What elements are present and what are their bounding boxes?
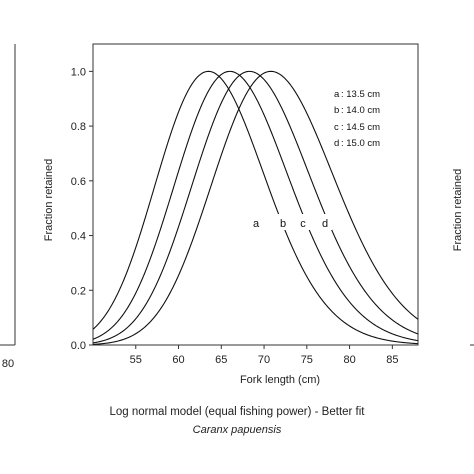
legend-text-b: : 14.0 cm	[341, 105, 380, 116]
y-axis-title: Fraction retained	[43, 159, 55, 242]
legend-key-a: a	[334, 89, 340, 100]
y-tick-label: 0.0	[71, 340, 86, 352]
legend: a : 13.5 cm b : 14.0 cm c : 14.5 cm d : …	[334, 89, 380, 149]
y-tick-label: 0.2	[71, 285, 86, 297]
main-plot: 55 60 65 70 75 80 85 0.0 0.2 0.4 0.6 0.8 1.0 Fork l…	[43, 43, 419, 386]
selectivity-curves	[92, 70, 419, 345]
x-tick-label: 75	[301, 354, 313, 366]
figure-caption: Log normal model (equal fishing power) -…	[109, 406, 365, 418]
x-tick-label: 55	[130, 354, 142, 366]
left-panel-x-tick-label: 80	[2, 358, 14, 370]
right-panel-y-axis-title: Fraction retained	[452, 169, 464, 252]
x-tick-label: 65	[215, 354, 227, 366]
y-tick-label: 0.8	[71, 121, 86, 133]
x-axis-ticks: 55 60 65 70 75 80 85	[130, 345, 398, 366]
curve-label-c: c	[300, 218, 306, 230]
curve-a	[92, 70, 419, 345]
legend-key-b: b	[334, 105, 339, 116]
curve-c	[92, 70, 419, 344]
species-name: Caranx papuensis	[192, 424, 282, 436]
y-tick-label: 1.0	[71, 66, 86, 78]
legend-key-c: c	[334, 122, 339, 133]
legend-text-d: : 15.0 cm	[341, 138, 380, 149]
x-axis-title: Fork length (cm)	[240, 374, 320, 386]
curve-label-d: d	[322, 218, 328, 230]
curve-b	[92, 70, 419, 342]
curve-d	[92, 70, 419, 345]
plot-frame	[92, 43, 419, 346]
x-tick-label: 70	[258, 354, 270, 366]
curve-labels: a b c d	[249, 214, 332, 230]
y-axis-ticks: 0.0 0.2 0.4 0.6 0.8 1.0	[71, 66, 93, 352]
left-panel-fragment: 80	[0, 44, 16, 370]
x-tick-label: 85	[386, 354, 398, 366]
x-tick-label: 60	[172, 354, 184, 366]
legend-key-d: d	[334, 138, 339, 149]
curve-label-a: a	[253, 218, 260, 230]
right-panel-fragment: Fraction retained	[452, 169, 474, 346]
x-tick-label: 80	[343, 354, 355, 366]
legend-text-a: : 13.5 cm	[341, 89, 380, 100]
curve-label-b: b	[280, 218, 286, 230]
legend-text-c: : 14.5 cm	[341, 122, 380, 133]
y-tick-label: 0.6	[71, 176, 86, 188]
y-tick-label: 0.4	[71, 231, 86, 243]
